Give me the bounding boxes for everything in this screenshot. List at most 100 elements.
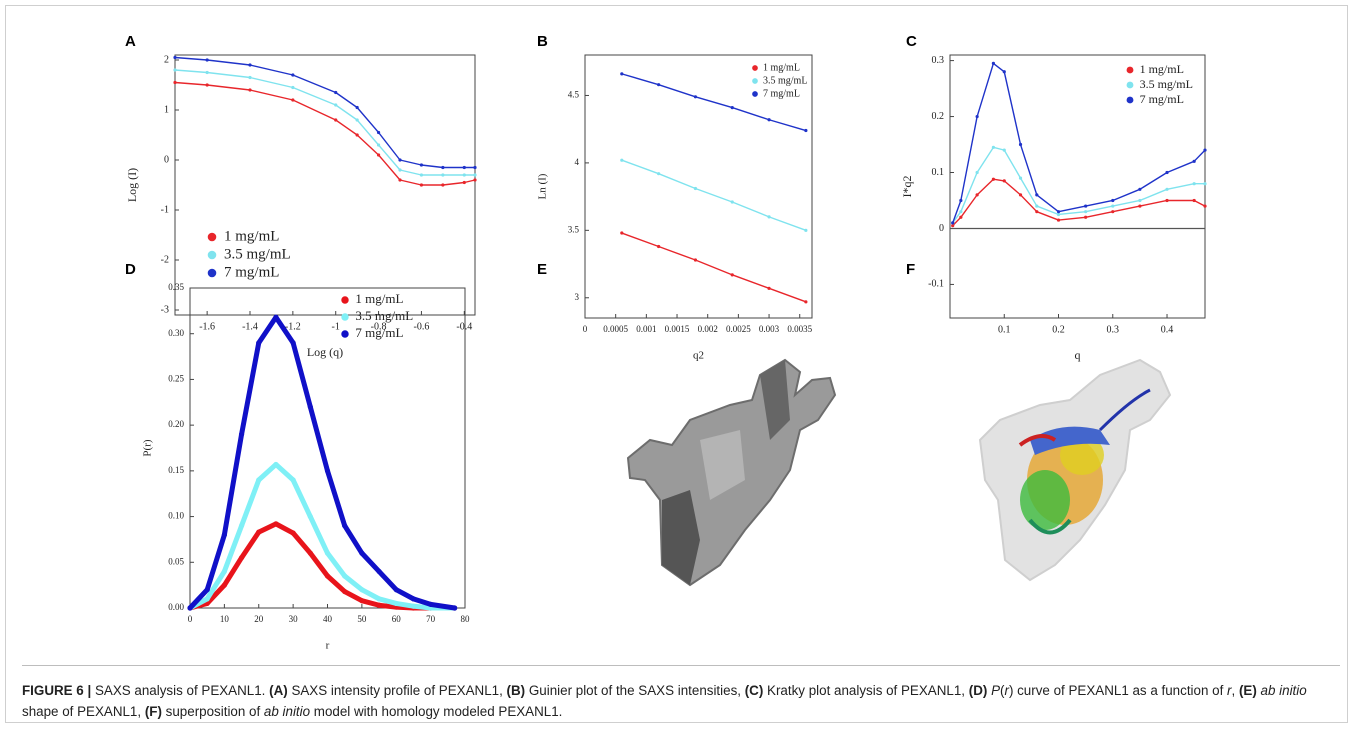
data-point [307,550,313,556]
caption-text: model with homology modeled PEXANL1. [310,704,563,719]
x-axis-title: r [326,640,330,652]
data-point [951,224,955,228]
data-point [359,550,365,556]
legend-marker [207,268,217,278]
data-point [307,404,313,410]
data-point [441,183,445,187]
data-point [767,286,771,290]
legend-marker [752,65,758,71]
data-point [376,596,382,602]
data-point [256,340,262,346]
y-tick-label: 3.5 [568,224,580,234]
series-line [621,159,807,231]
caption-text: (F) [144,704,162,719]
data-point [342,573,348,579]
data-point [376,568,382,575]
panel-label: D [125,261,136,278]
legend-marker [207,232,217,242]
data-point [359,587,365,593]
caption-text: Guinier plot of the SAXS intensities, [525,683,745,698]
data-point [324,550,331,556]
data-point [1035,193,1039,197]
data-point [398,178,402,182]
data-point [473,178,477,182]
y-tick-label: -1 [161,204,169,215]
data-point [462,180,466,185]
data-point [376,602,382,608]
y-tick-label: 0.3 [932,55,945,66]
data-point [1056,218,1061,222]
y-tick-label: -0.1 [928,279,944,290]
legend-label: 1 mg/mL [1140,62,1184,76]
data-point [173,55,177,60]
data-point [1111,210,1115,214]
data-point [173,80,177,85]
series-line [174,56,475,169]
data-point [959,215,963,219]
data-point [398,158,402,162]
data-point [1203,204,1207,208]
data-point [238,555,245,561]
y-tick-label: 0.00 [168,602,184,612]
y-tick-label: -2 [161,254,169,265]
y-tick-label: 0.25 [168,373,184,383]
data-point [393,587,399,593]
legend-label: 3.5 mg/mL [224,246,291,262]
data-point [1203,148,1207,152]
y-tick-label: 0.30 [168,328,184,338]
data-point [273,314,279,320]
data-point [173,68,177,72]
y-tick-label: 4.5 [568,90,580,100]
data-point [620,72,624,76]
data-point [334,103,338,107]
y-axis-title: Log (I) [125,168,139,202]
caption-text: r [1227,683,1232,698]
data-point [1018,193,1023,197]
data-point [657,244,661,249]
y-tick-label: 1 [164,104,169,115]
caption-rule [22,665,1340,666]
caption-text: SAXS analysis of PEXANL1. [91,683,270,698]
data-point [376,143,381,147]
data-point [473,165,477,170]
data-point [221,532,227,538]
data-point [291,73,295,77]
data-point [473,173,477,177]
data-point [291,98,295,102]
x-tick-label: 60 [392,614,402,624]
data-point [730,200,734,204]
x-tick-label: 0.0025 [726,324,751,334]
data-point [1018,176,1023,180]
data-point [1138,198,1142,203]
panel-label: F [906,261,915,278]
caption-text: P [991,683,1000,698]
data-point [410,596,417,602]
series-line [188,314,456,611]
data-point [804,300,808,304]
data-point [334,90,338,95]
data-point [975,170,979,175]
caption-text: shape of PEXANL1, [22,704,145,719]
data-point [291,85,295,90]
data-point [959,210,963,214]
data-point [1002,70,1006,74]
data-point [1192,198,1196,203]
x-tick-label: 0.2 [1052,324,1065,335]
series-line [621,232,807,303]
series-line [174,81,476,186]
x-tick-label: -0.8 [371,321,387,332]
data-point [1056,210,1061,214]
y-tick-label: 0.10 [168,511,184,521]
plot-frame [174,54,476,316]
x-tick-label: 0.4 [1161,324,1174,335]
legend-marker [341,313,349,321]
x-tick-label: 0.1 [998,324,1011,335]
data-point [238,523,245,529]
x-tick-label: 0 [583,324,588,334]
caption-text: (C) [744,683,764,698]
data-point [1203,182,1207,186]
data-point [355,133,359,137]
data-point [355,105,359,110]
x-tick-label: 0.0015 [665,324,690,334]
